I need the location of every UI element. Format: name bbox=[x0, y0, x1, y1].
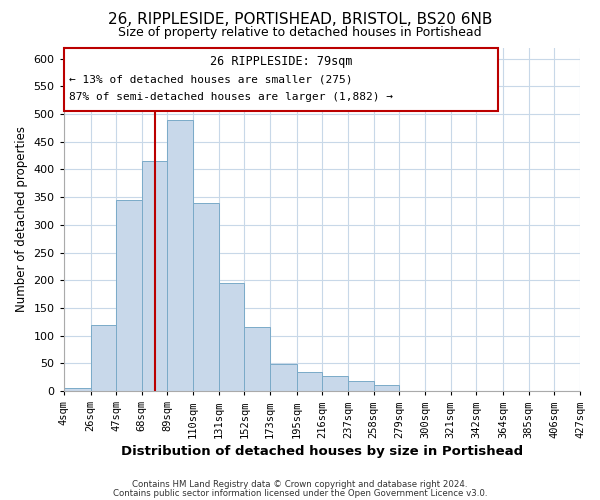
Bar bbox=[64, 388, 91, 391]
Bar bbox=[297, 372, 322, 391]
Text: Contains public sector information licensed under the Open Government Licence v3: Contains public sector information licen… bbox=[113, 488, 487, 498]
Text: Size of property relative to detached houses in Portishead: Size of property relative to detached ho… bbox=[118, 26, 482, 39]
Bar bbox=[322, 376, 348, 391]
Bar bbox=[91, 324, 116, 391]
Bar bbox=[116, 200, 142, 391]
Text: 87% of semi-detached houses are larger (1,882) →: 87% of semi-detached houses are larger (… bbox=[69, 92, 393, 102]
Bar bbox=[374, 386, 400, 391]
Text: 26, RIPPLESIDE, PORTISHEAD, BRISTOL, BS20 6NB: 26, RIPPLESIDE, PORTISHEAD, BRISTOL, BS2… bbox=[108, 12, 492, 28]
Y-axis label: Number of detached properties: Number of detached properties bbox=[15, 126, 28, 312]
Bar bbox=[219, 283, 244, 391]
Text: 26 RIPPLESIDE: 79sqm: 26 RIPPLESIDE: 79sqm bbox=[210, 55, 352, 68]
Bar bbox=[193, 202, 219, 391]
FancyBboxPatch shape bbox=[64, 48, 498, 111]
Bar bbox=[142, 161, 167, 391]
Bar bbox=[348, 381, 374, 391]
Bar bbox=[244, 328, 270, 391]
Bar bbox=[167, 120, 193, 391]
Bar bbox=[270, 364, 297, 391]
Text: Contains HM Land Registry data © Crown copyright and database right 2024.: Contains HM Land Registry data © Crown c… bbox=[132, 480, 468, 489]
Text: ← 13% of detached houses are smaller (275): ← 13% of detached houses are smaller (27… bbox=[69, 74, 352, 85]
X-axis label: Distribution of detached houses by size in Portishead: Distribution of detached houses by size … bbox=[121, 444, 523, 458]
